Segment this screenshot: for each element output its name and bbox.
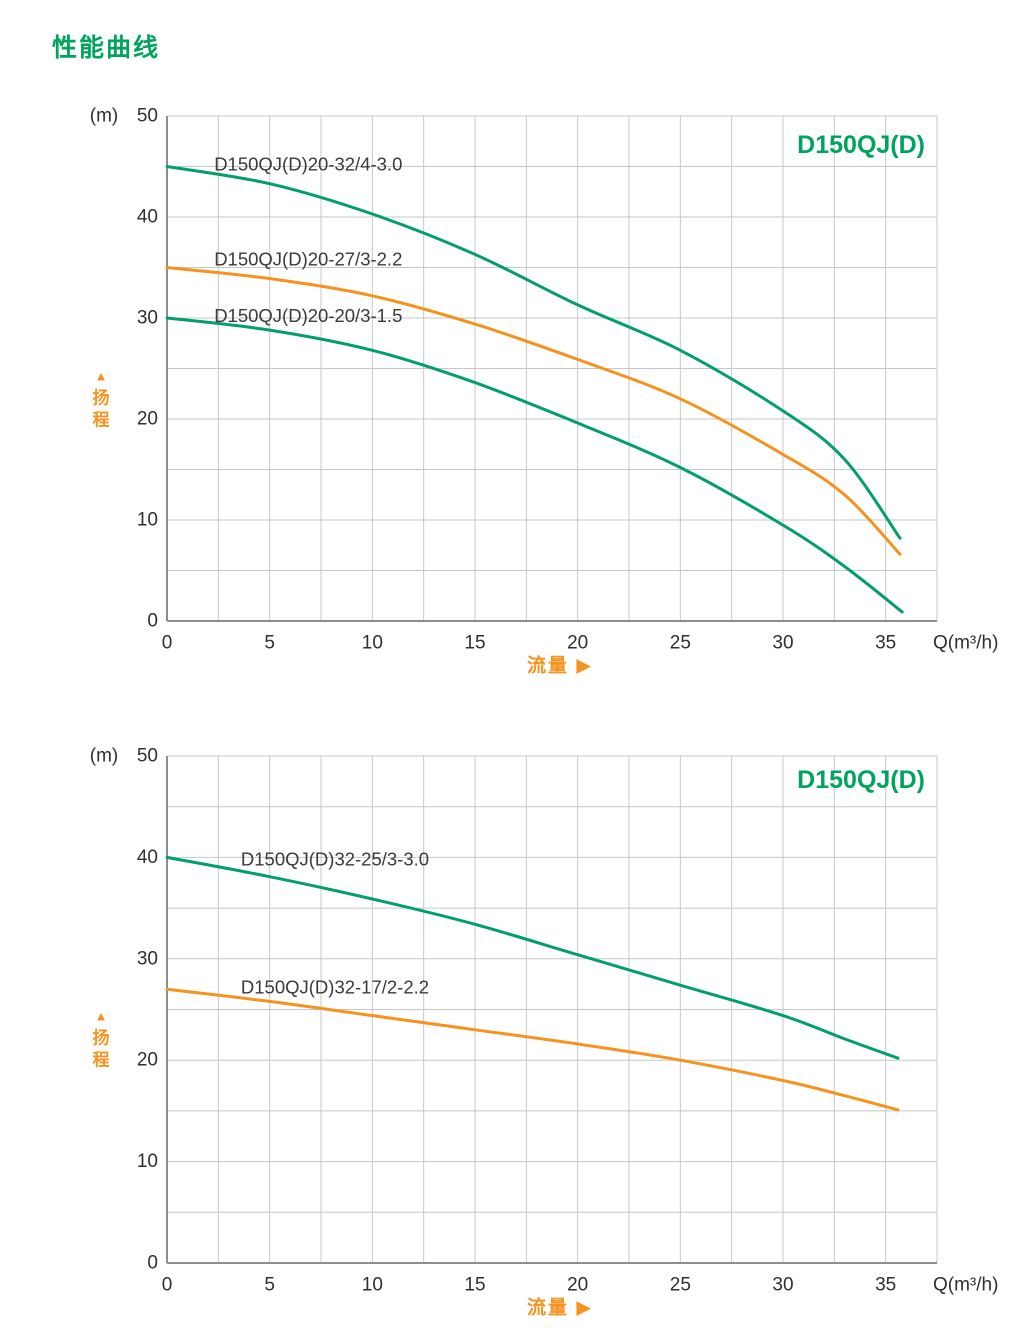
y-tick-label: 40 xyxy=(137,847,158,868)
y-tick-label: 10 xyxy=(137,510,158,531)
series-curve xyxy=(165,165,902,540)
y-tick-label: 20 xyxy=(137,1050,158,1071)
y-tick-label: 10 xyxy=(137,1151,158,1172)
head-up-arrow-icon: ▲ xyxy=(95,1009,108,1024)
series-label: D150QJ(D)32-25/3-3.0 xyxy=(241,849,429,870)
x-tick-label: 0 xyxy=(162,1275,173,1296)
y-tick-label: 0 xyxy=(147,611,158,632)
x-tick-label: 15 xyxy=(464,1275,485,1296)
series-label: D150QJ(D)20-32/4-3.0 xyxy=(214,154,402,175)
x-axis-unit-label: Q(m³/h) xyxy=(933,1275,998,1296)
y-axis-title-head: 扬 xyxy=(93,1028,110,1048)
x-tick-label: 35 xyxy=(875,633,896,654)
x-tick-label: 30 xyxy=(772,1275,793,1296)
x-axis-unit-label: Q(m³/h) xyxy=(933,633,998,654)
y-tick-label: 0 xyxy=(147,1253,158,1274)
chart-model-label: D150QJ(D) xyxy=(797,131,925,159)
series-curve xyxy=(165,316,904,614)
x-tick-label: 25 xyxy=(670,633,691,654)
page-title: 性能曲线 xyxy=(52,34,161,62)
x-tick-label: 10 xyxy=(362,1275,383,1296)
x-axis-title-flow: 流量 ▶ xyxy=(527,654,593,677)
x-tick-label: 20 xyxy=(567,1275,588,1296)
x-tick-label: 35 xyxy=(875,1275,896,1296)
y-axis-unit-label: (m) xyxy=(90,746,118,767)
y-tick-label: 30 xyxy=(137,308,158,329)
pump-curve-chart-1: D150QJ(D)20-32/4-3.0 D150QJ(D)20-27/3-2.2… xyxy=(90,106,999,677)
series-curve xyxy=(165,987,900,1112)
y-axis-title-head: 程 xyxy=(93,1051,110,1070)
x-tick-label: 25 xyxy=(670,1275,691,1296)
head-up-arrow-icon: ▲ xyxy=(95,369,108,384)
y-tick-label: 30 xyxy=(137,948,158,969)
x-tick-label: 15 xyxy=(464,633,485,654)
x-tick-label: 20 xyxy=(567,633,588,654)
chart-model-label: D150QJ(D) xyxy=(797,766,925,794)
y-axis-title-head: 程 xyxy=(93,411,110,430)
y-axis-unit-label: (m) xyxy=(90,106,118,127)
series-label: D150QJ(D)32-17/2-2.2 xyxy=(241,976,429,997)
x-tick-label: 10 xyxy=(362,633,383,654)
y-axis-title-head: 扬 xyxy=(93,388,110,408)
series-curve xyxy=(165,266,902,556)
y-tick-label: 20 xyxy=(137,409,158,430)
x-tick-label: 5 xyxy=(264,633,275,654)
x-tick-label: 5 xyxy=(264,1275,275,1296)
y-tick-label: 40 xyxy=(137,207,158,228)
y-tick-label: 50 xyxy=(137,746,158,767)
pump-curve-chart-2: D150QJ(D)32-25/3-3.0 D150QJ(D)32-17/2-2.2… xyxy=(90,746,999,1319)
x-axis-title-flow: 流量 ▶ xyxy=(527,1296,593,1319)
series-label: D150QJ(D)20-20/3-1.5 xyxy=(214,305,402,326)
x-tick-label: 0 xyxy=(162,633,173,654)
series-curve xyxy=(165,855,900,1060)
series-label: D150QJ(D)20-27/3-2.2 xyxy=(214,249,402,270)
y-tick-label: 50 xyxy=(137,106,158,127)
x-tick-label: 30 xyxy=(772,633,793,654)
